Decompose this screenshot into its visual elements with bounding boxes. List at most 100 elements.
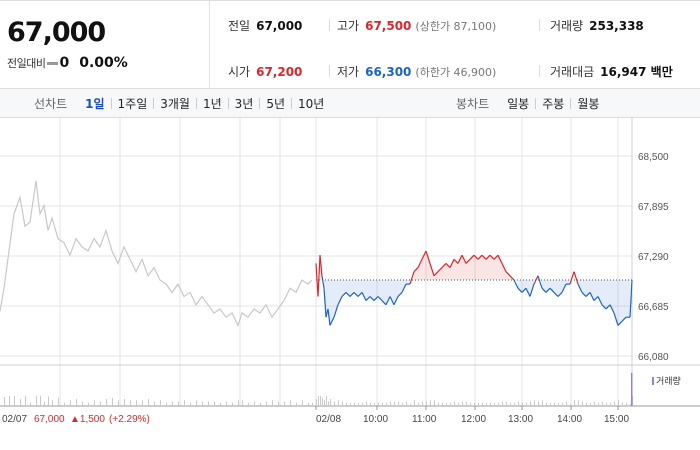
x-tick-label: 12:00 <box>461 414 486 425</box>
divider <box>153 98 155 109</box>
volume-bar <box>586 402 587 406</box>
volume-bar <box>374 402 375 406</box>
volume-bar <box>100 401 101 406</box>
volume-bar <box>478 402 479 406</box>
volume-bar <box>406 401 407 406</box>
volume-bar <box>254 401 255 406</box>
tab-3-months[interactable]: 3개월 <box>160 97 190 111</box>
divider <box>539 65 540 77</box>
volume-bar <box>498 402 499 406</box>
price-line-segment <box>477 254 483 260</box>
price-line-segment <box>589 292 595 301</box>
change-line: 전일대비 0 0.00% <box>7 55 128 71</box>
volume-bar <box>578 400 579 406</box>
price-line-segment <box>319 255 323 276</box>
stat-prev-close: 전일 67,000 <box>228 17 302 34</box>
area-below-baseline <box>324 280 410 326</box>
volume-bars <box>4 373 633 406</box>
volume-bar <box>510 402 511 406</box>
volume-bar <box>462 401 463 406</box>
price-line-segment <box>481 254 487 260</box>
tab-daily-candle[interactable]: 일봉 <box>507 97 530 111</box>
volume-bar <box>242 400 243 406</box>
volume-legend-label: 거래량 <box>656 377 681 387</box>
volume-bar <box>326 396 327 406</box>
tab-monthly-candle[interactable]: 월봉 <box>577 97 600 111</box>
price-line-segment <box>573 271 579 285</box>
price-line-segment <box>617 320 623 326</box>
volume-bar <box>370 402 371 406</box>
stat-value: 253,338 <box>589 19 644 33</box>
volume-bar <box>330 399 331 406</box>
quote-panel: 67,000 전일대비 0 0.00% 전일 67,000 고가 67,500 … <box>0 0 700 89</box>
price-line-segment <box>489 254 495 260</box>
volume-bar <box>312 402 313 406</box>
y-tick-label: 67,895 <box>638 202 669 213</box>
volume-bar <box>590 402 591 406</box>
tab-10-years[interactable]: 10년 <box>298 97 325 111</box>
tab-3-years[interactable]: 3년 <box>234 97 254 111</box>
stat-lower-limit: (하한가 46,900) <box>415 66 497 79</box>
price-line-segment <box>569 271 575 285</box>
price-line-segment <box>357 291 363 297</box>
volume-bar <box>214 401 215 406</box>
price-line-segment <box>469 254 475 260</box>
volume-bar <box>94 400 95 406</box>
volume-bar <box>418 402 419 406</box>
volume-bar <box>338 400 339 406</box>
volume-bar <box>470 402 471 406</box>
volume-bar <box>530 401 531 406</box>
volume-bar <box>518 401 519 406</box>
volume-bar <box>466 401 467 406</box>
price-line-segment <box>401 283 407 293</box>
price-line-segment <box>373 296 379 302</box>
volume-bar <box>630 404 631 406</box>
tab-1-day[interactable]: 1일 <box>85 97 105 111</box>
volume-legend: 거래량 <box>652 374 681 387</box>
price-line-segment <box>473 254 479 260</box>
price-line-segment <box>429 263 435 276</box>
volume-bar <box>554 402 555 406</box>
volume-bar <box>4 397 5 406</box>
tab-1-week[interactable]: 1주일 <box>117 97 148 111</box>
volume-legend-swatch <box>652 376 654 385</box>
volume-bar <box>58 397 59 406</box>
volume-bar <box>106 399 107 406</box>
x-tick-label: 13:00 <box>508 414 533 425</box>
candle-chart-label: 봉차트 <box>456 97 490 111</box>
volume-bar <box>25 396 26 406</box>
volume-bar <box>570 404 571 406</box>
tab-5-years[interactable]: 5년 <box>266 97 286 111</box>
stats-grid: 전일 67,000 고가 67,500 (상한가 87,100) 거래량 253… <box>211 1 700 89</box>
volume-bar <box>178 401 179 406</box>
volume-bar <box>238 400 239 406</box>
volume-bar <box>88 402 89 406</box>
price-line-segment <box>381 300 387 306</box>
volume-bar <box>482 402 483 406</box>
price-chart[interactable]: 68,500 67,895 67,290 66,685 66,080 02/08 10:00… <box>0 118 700 450</box>
price-line-segment <box>457 254 463 264</box>
price-line-segment <box>621 316 627 322</box>
stat-upper-limit: (상한가 87,100) <box>415 20 497 33</box>
volume-bar <box>542 400 543 406</box>
volume-bar <box>328 401 329 406</box>
price-line-segment <box>561 283 567 293</box>
price-line-segment <box>629 279 633 318</box>
y-tick-label: 67,290 <box>638 252 669 263</box>
price-line-segment <box>597 296 603 306</box>
stat-label: 고가 <box>337 19 360 33</box>
tab-weekly-candle[interactable]: 주봉 <box>542 97 565 111</box>
prev-day-line <box>0 180 313 328</box>
line-chart-tabs: 선차트 1일 1주일 3개월 1년 3년 5년 10년 <box>34 89 330 118</box>
tab-1-year[interactable]: 1년 <box>202 97 222 111</box>
chart-tab-bar: 선차트 1일 1주일 3개월 1년 3년 5년 10년 봉차트 일봉 주봉 월봉 <box>0 89 700 118</box>
divider <box>195 98 197 109</box>
volume-bar <box>260 402 261 406</box>
price-line-segment <box>323 288 327 318</box>
price-line-segment <box>369 296 375 302</box>
volume-bar <box>296 402 297 406</box>
price-line-segment <box>327 308 331 326</box>
volume-bar <box>70 400 71 406</box>
price-line-segment <box>513 279 519 289</box>
volume-bar <box>196 400 197 406</box>
